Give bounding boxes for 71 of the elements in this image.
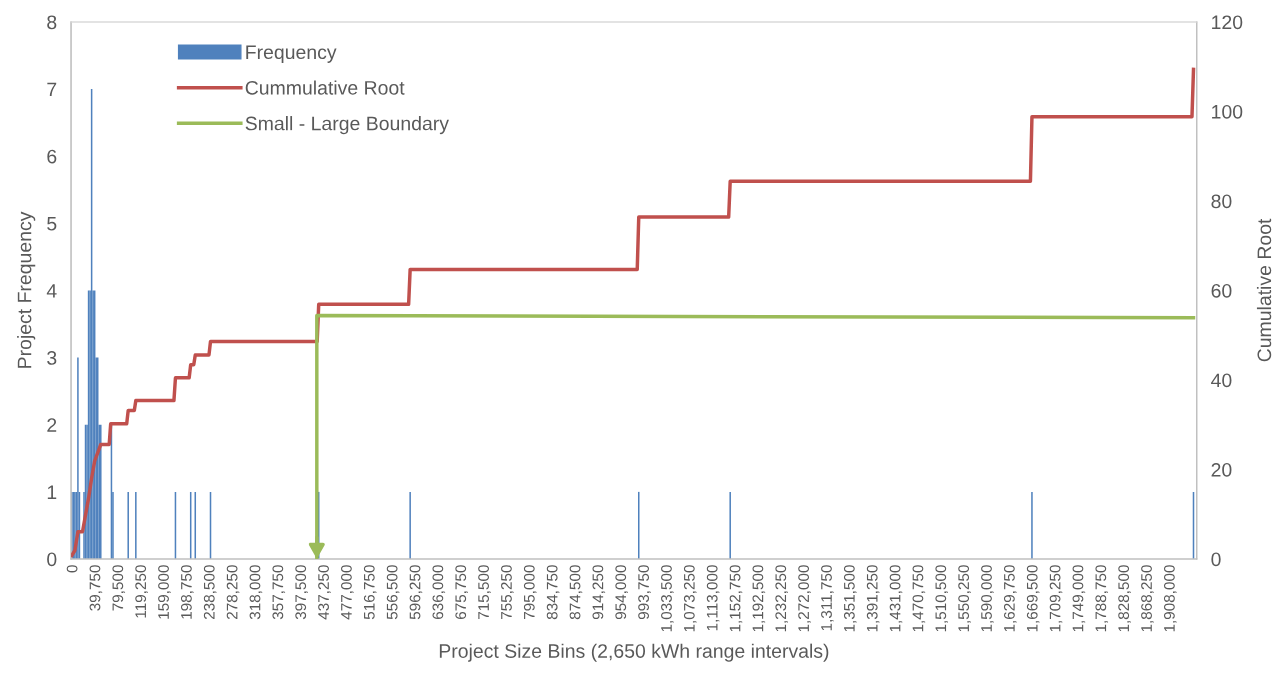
- x-tick-label: 79,500: [112, 565, 126, 611]
- x-tick-label: 1,749,000: [1072, 565, 1086, 632]
- x-tick-label: 0: [66, 565, 78, 573]
- x-tick-label: 755,250: [501, 565, 514, 620]
- x-tick-label: 1,192,500: [752, 565, 766, 632]
- x-tick-label: 993,750: [638, 565, 651, 620]
- x-tick-label: 1,709,250: [1049, 565, 1063, 632]
- y-tick-label: 3: [47, 351, 57, 365]
- x-tick-label: 198,750: [180, 565, 194, 619]
- x-tick-label: 477,000: [341, 565, 354, 620]
- x-tick-label: 1,311,750: [821, 565, 834, 631]
- x-tick-label: 1,272,000: [798, 565, 811, 632]
- legend-label: Small - Large Boundary: [245, 116, 449, 135]
- x-tick-label: 1,431,000: [889, 565, 903, 632]
- x-tick-label: 278,250: [226, 565, 240, 620]
- x-tick-label: 1,152,750: [729, 565, 743, 632]
- x-axis-title: Project Size Bins (2,650 kWh range intervals): [439, 643, 829, 662]
- y-axis-title: Project Frequency: [17, 211, 36, 368]
- y-tick-label: 0: [47, 552, 57, 567]
- y2-tick-label: 80: [1211, 194, 1232, 209]
- y2-axis-title: Cumulative Root: [1256, 218, 1272, 362]
- x-tick-label: 834,750: [546, 565, 560, 620]
- x-tick-label: 1,391,250: [866, 565, 880, 632]
- x-tick-label: 1,232,250: [775, 565, 788, 632]
- x-tick-label: 516,750: [363, 565, 377, 620]
- y-tick-label: 7: [47, 82, 57, 97]
- x-tick-label: 874,500: [569, 565, 583, 620]
- x-tick-label: 1,470,750: [912, 565, 926, 632]
- x-tick-label: 1,868,250: [1141, 565, 1154, 632]
- x-tick-label: 1,073,250: [683, 565, 697, 632]
- y-tick-label: 1: [47, 485, 57, 499]
- y2-tick-label: 60: [1211, 283, 1232, 298]
- x-tick-label: 1,033,500: [661, 565, 674, 632]
- x-tick-label: 914,250: [592, 565, 606, 620]
- y-tick-label: 8: [47, 15, 57, 30]
- x-tick-label: 1,590,000: [981, 565, 994, 632]
- x-tick-label: 715,500: [478, 565, 491, 620]
- x-tick-label: 1,550,250: [958, 565, 971, 632]
- x-tick-label: 556,500: [386, 565, 400, 620]
- y2-tick-label: 120: [1212, 15, 1243, 30]
- y-tick-label: 2: [47, 418, 57, 432]
- y-tick-label: 4: [46, 284, 57, 298]
- x-tick-label: 1,510,500: [935, 565, 948, 632]
- legend-label: Frequency: [246, 45, 337, 63]
- x-tick-label: 1,669,500: [1026, 565, 1040, 632]
- y-tick-label: 6: [47, 149, 57, 164]
- x-tick-label: 596,250: [409, 565, 423, 620]
- x-tick-label: 1,908,000: [1163, 565, 1177, 632]
- y2-tick-label: 40: [1211, 373, 1232, 388]
- x-tick-label: 397,500: [295, 565, 308, 620]
- x-tick-label: 119,250: [135, 565, 148, 618]
- x-tick-label: 675,750: [455, 565, 468, 620]
- x-tick-label: 636,000: [432, 565, 446, 620]
- x-tick-label: 1,351,500: [843, 565, 857, 632]
- x-tick-label: 1,113,000: [706, 565, 720, 631]
- x-tick-label: 159,000: [158, 565, 171, 619]
- x-tick-label: 954,000: [615, 565, 628, 620]
- x-tick-label: 357,750: [272, 565, 286, 620]
- y2-tick-label: 0: [1211, 552, 1221, 567]
- x-tick-label: 1,788,750: [1095, 565, 1109, 632]
- x-tick-label: 437,250: [318, 565, 331, 620]
- x-tick-label: 1,828,500: [1118, 565, 1131, 632]
- x-tick-label: 1,629,750: [1003, 565, 1017, 632]
- x-tick-label: 318,000: [249, 565, 263, 620]
- y2-tick-label: 100: [1212, 104, 1243, 119]
- x-tick-label: 238,500: [203, 565, 217, 620]
- legend-label: Cummulative Root: [245, 80, 405, 95]
- y2-tick-label: 20: [1211, 462, 1232, 477]
- x-tick-label: 39,750: [89, 565, 103, 611]
- x-tick-label: 795,000: [523, 565, 537, 620]
- y-tick-label: 5: [47, 217, 57, 231]
